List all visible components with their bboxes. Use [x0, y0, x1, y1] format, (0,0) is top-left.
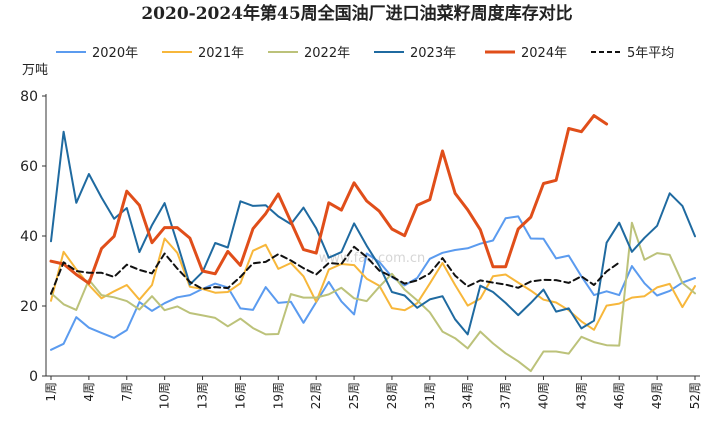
series-line-2022: [50, 221, 696, 373]
series-line-2020: [50, 215, 696, 351]
x-axis: 1周 4周 7周 10周 13周 16周 19周 22周 25周 28周 31周 34周 37周 40周 4…: [44, 376, 702, 409]
x-tick-label: 16周: [233, 382, 247, 409]
x-tick-label: 46周: [612, 382, 626, 409]
x-tick-label: 43周: [574, 382, 588, 409]
x-tick-label: 34周: [461, 382, 475, 409]
x-tick-label: 40周: [536, 382, 550, 409]
watermark-text: www.fao.com.cn: [319, 251, 426, 266]
y-tick-label: 40: [20, 229, 38, 245]
x-tick-label: 10周: [158, 382, 172, 409]
x-tick-label: 31周: [423, 382, 437, 409]
y-tick-label: 20: [20, 299, 38, 315]
legend-label-2022: 2022年: [304, 46, 350, 61]
x-tick-label: 1周: [44, 382, 58, 402]
x-tick-label: 49周: [650, 382, 664, 409]
x-tick-label: 52周: [688, 382, 702, 409]
plot-frame: [45, 94, 700, 377]
y-tick-label: 80: [20, 89, 38, 105]
y-axis: 0 20 40 60 80: [20, 89, 46, 385]
legend-label-5: 5年平均: [627, 46, 674, 61]
y-tick-label: 0: [29, 369, 38, 385]
series-line-5: [50, 245, 621, 295]
x-tick-label: 19周: [271, 382, 285, 409]
series-line-2024: [49, 114, 609, 285]
y-axis-unit-label: 万吨: [22, 63, 48, 78]
x-tick-label: 37周: [499, 382, 513, 409]
x-tick-label: 25周: [347, 382, 361, 409]
series-layer: [49, 114, 696, 373]
chart-title: 2020-2024年第45周全国油厂进口油菜籽周度库存对比: [141, 3, 572, 24]
x-tick-label: 13周: [196, 382, 210, 409]
x-tick-label: 4周: [82, 382, 96, 402]
legend-label-2023: 2023年: [410, 46, 456, 61]
legend-label-2024: 2024年: [521, 46, 567, 61]
x-tick-label: 22周: [309, 382, 323, 409]
legend-label-2020: 2020年: [92, 46, 138, 61]
legend: 2020年 2021年 2022年 2023年 2024年 5年平均: [56, 46, 674, 61]
x-tick-label: 28周: [385, 382, 399, 409]
x-tick-label: 7周: [120, 382, 134, 402]
legend-label-2021: 2021年: [198, 46, 244, 61]
y-tick-label: 60: [20, 159, 38, 175]
series-line-2023: [50, 130, 696, 336]
